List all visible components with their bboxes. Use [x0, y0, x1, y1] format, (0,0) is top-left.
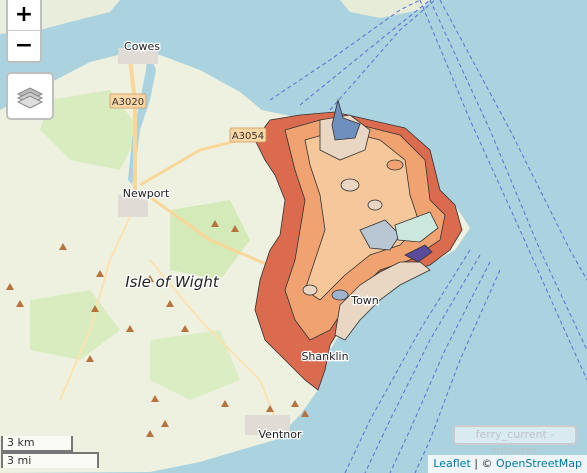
choropleth[interactable]	[254, 98, 463, 391]
zone-lake[interactable]	[359, 219, 401, 251]
zone-light[interactable]	[304, 129, 421, 301]
zone-patch[interactable]	[367, 199, 383, 211]
layers-icon	[16, 87, 44, 109]
place-label-ventnor: Ventnor	[259, 428, 302, 441]
place-label-cowes: Cowes	[124, 40, 160, 53]
place-label-newport: Newport	[123, 187, 170, 200]
layers-button[interactable]	[6, 72, 54, 120]
road	[59, 194, 141, 401]
osm-link[interactable]: OpenStreetMap	[495, 457, 582, 470]
zoom-control: + −	[6, 0, 42, 63]
road-shield	[229, 127, 267, 143]
peak-markers	[6, 220, 309, 437]
field	[30, 290, 120, 360]
town-area	[118, 195, 148, 217]
zone-pond[interactable]	[331, 289, 349, 301]
place-label-isle-of-wight: Isle of Wight	[125, 273, 220, 291]
field	[150, 330, 240, 400]
zone-marsh[interactable]	[394, 211, 439, 243]
town-area	[118, 48, 158, 64]
zone-coast[interactable]	[334, 261, 431, 341]
zone-small[interactable]	[404, 244, 433, 263]
scale-imperial: 3 mi	[1, 452, 99, 468]
zone-patch[interactable]	[386, 159, 404, 171]
attribution-sep: | ©	[470, 457, 496, 470]
place-label-shanklin: Shanklin	[301, 350, 348, 363]
ferry-routes	[269, 0, 587, 473]
field	[40, 90, 140, 170]
mainland-east	[340, 0, 430, 18]
zone-harbour[interactable]	[331, 98, 361, 141]
place-label-town: Town	[350, 294, 379, 307]
zoom-divider	[8, 30, 40, 31]
town-area	[245, 415, 290, 435]
scale-metric: 3 km	[1, 436, 73, 452]
leaflet-link[interactable]: Leaflet	[433, 457, 471, 470]
zoom-in-button[interactable]: +	[14, 2, 34, 27]
attribution: Leaflet | © OpenStreetMap	[428, 455, 587, 473]
zoom-out-button[interactable]: −	[14, 33, 34, 58]
legend-toggle-button[interactable]: ferry_current - minutes	[453, 425, 577, 457]
road-shield	[109, 93, 147, 109]
zone-patch[interactable]	[340, 178, 360, 192]
road-label-a3054: A3054	[232, 131, 264, 142]
road-label-a3020: A3020	[112, 97, 144, 108]
zone-patch[interactable]	[302, 284, 318, 296]
